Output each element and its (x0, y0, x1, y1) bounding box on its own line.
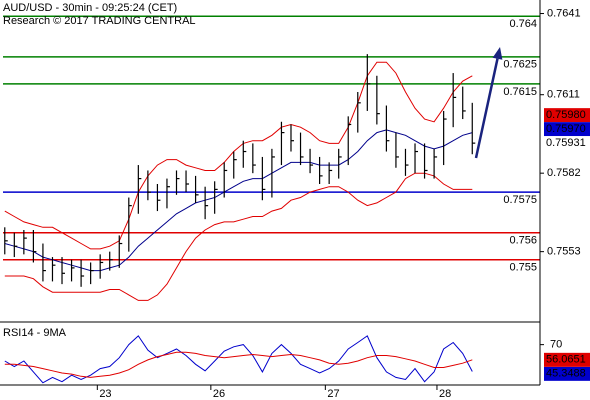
level-label: 0.7575 (503, 194, 537, 206)
y-tick-label: 70 (550, 339, 562, 351)
bollinger-lower (4, 172, 473, 301)
y-tick-label: 0.7641 (547, 7, 581, 19)
bollinger-upper (4, 61, 473, 250)
chart-subtitle: Research © 2017 TRADING CENTRAL (3, 15, 196, 27)
level-label: 0.7615 (503, 86, 537, 98)
rsi-line (4, 335, 473, 384)
arrow-head (492, 47, 503, 60)
price-marker (544, 108, 590, 123)
arrow (474, 58, 499, 159)
price-marker-label: 0.75980 (546, 109, 586, 121)
x-tick-label: 26 (213, 388, 225, 400)
value-marker (544, 366, 590, 381)
level-label: 0.7625 (503, 59, 537, 71)
x-tick-label: 27 (327, 388, 339, 400)
x-tick-label: 28 (439, 388, 451, 400)
level-label: 0.755 (509, 262, 537, 274)
plot-area (3, 15, 540, 384)
moving-average (4, 129, 473, 272)
rsi-title: RSI14 - 9MA (3, 327, 67, 339)
price-marker (544, 122, 590, 137)
level-label: 0.756 (509, 235, 537, 247)
y-tick-label: 0.7553 (547, 246, 581, 258)
price-marker (544, 136, 590, 151)
rsi-line (4, 351, 473, 378)
chart-title: AUD/USD - 30min - 09:25:24 (CET) (3, 2, 177, 14)
y-tick-label: 0.7611 (547, 89, 580, 101)
value-marker-label: 56.0651 (546, 354, 586, 366)
price-marker-label: 0.75931 (546, 137, 586, 149)
x-tick-label: 23 (99, 388, 111, 400)
price-marker-label: 0.75970 (546, 123, 586, 135)
y-tick-label: 0.7582 (547, 167, 581, 179)
value-marker (544, 352, 590, 367)
value-marker-label: 45.3488 (546, 368, 586, 380)
level-label: 0.764 (509, 18, 537, 30)
